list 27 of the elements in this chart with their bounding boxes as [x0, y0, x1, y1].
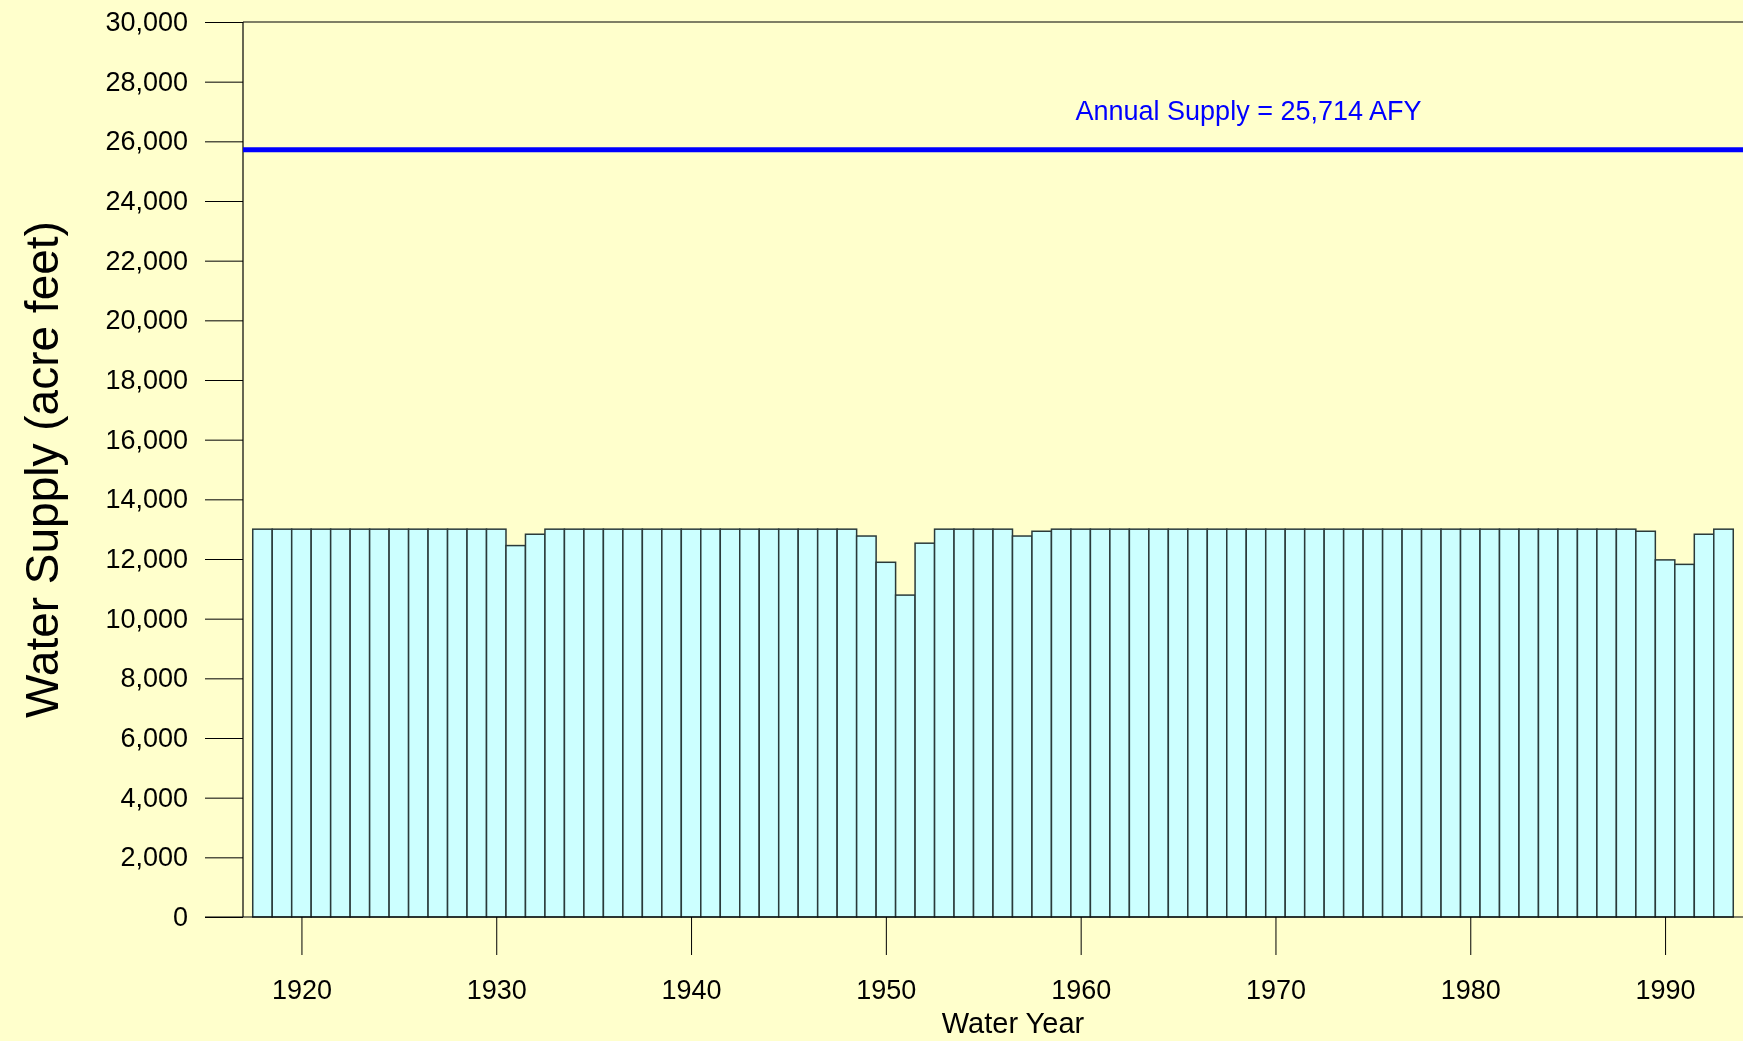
y-tick-label: 30,000: [105, 7, 188, 38]
x-tick-label: 1980: [1440, 975, 1501, 1006]
y-tick-label: 14,000: [105, 484, 188, 515]
y-tick-label: 8,000: [120, 663, 188, 694]
x-tick-label: 1940: [661, 975, 722, 1006]
y-tick-label: 4,000: [120, 782, 188, 813]
y-tick-label: 16,000: [105, 424, 188, 455]
y-tick-label: 20,000: [105, 305, 188, 336]
y-tick-label: 26,000: [105, 126, 188, 157]
y-tick-label: 22,000: [105, 245, 188, 276]
y-tick-label: 6,000: [120, 723, 188, 754]
y-tick-label: 18,000: [105, 365, 188, 396]
x-tick-label: 1970: [1245, 975, 1307, 1006]
x-tick-label: 1920: [271, 975, 332, 1006]
y-tick-label: 0: [172, 902, 188, 933]
y-axis-title: Water Supply (acre feet): [16, 221, 68, 718]
y-tick-label: 24,000: [105, 186, 188, 217]
x-axis-title: Water Year: [941, 1007, 1085, 1039]
y-tick-label: 10,000: [105, 603, 188, 634]
x-tick-label: 1960: [1051, 975, 1112, 1006]
x-tick-label: 1990: [1635, 975, 1696, 1006]
x-tick-label: 1950: [856, 975, 917, 1006]
x-tick-label: 1930: [466, 975, 527, 1006]
y-tick-label: 28,000: [105, 66, 188, 97]
y-tick-label: 2,000: [120, 842, 188, 873]
y-tick-label: 12,000: [105, 544, 188, 575]
ref-line-label: Annual Supply = 25,714 AFY: [1075, 95, 1422, 126]
